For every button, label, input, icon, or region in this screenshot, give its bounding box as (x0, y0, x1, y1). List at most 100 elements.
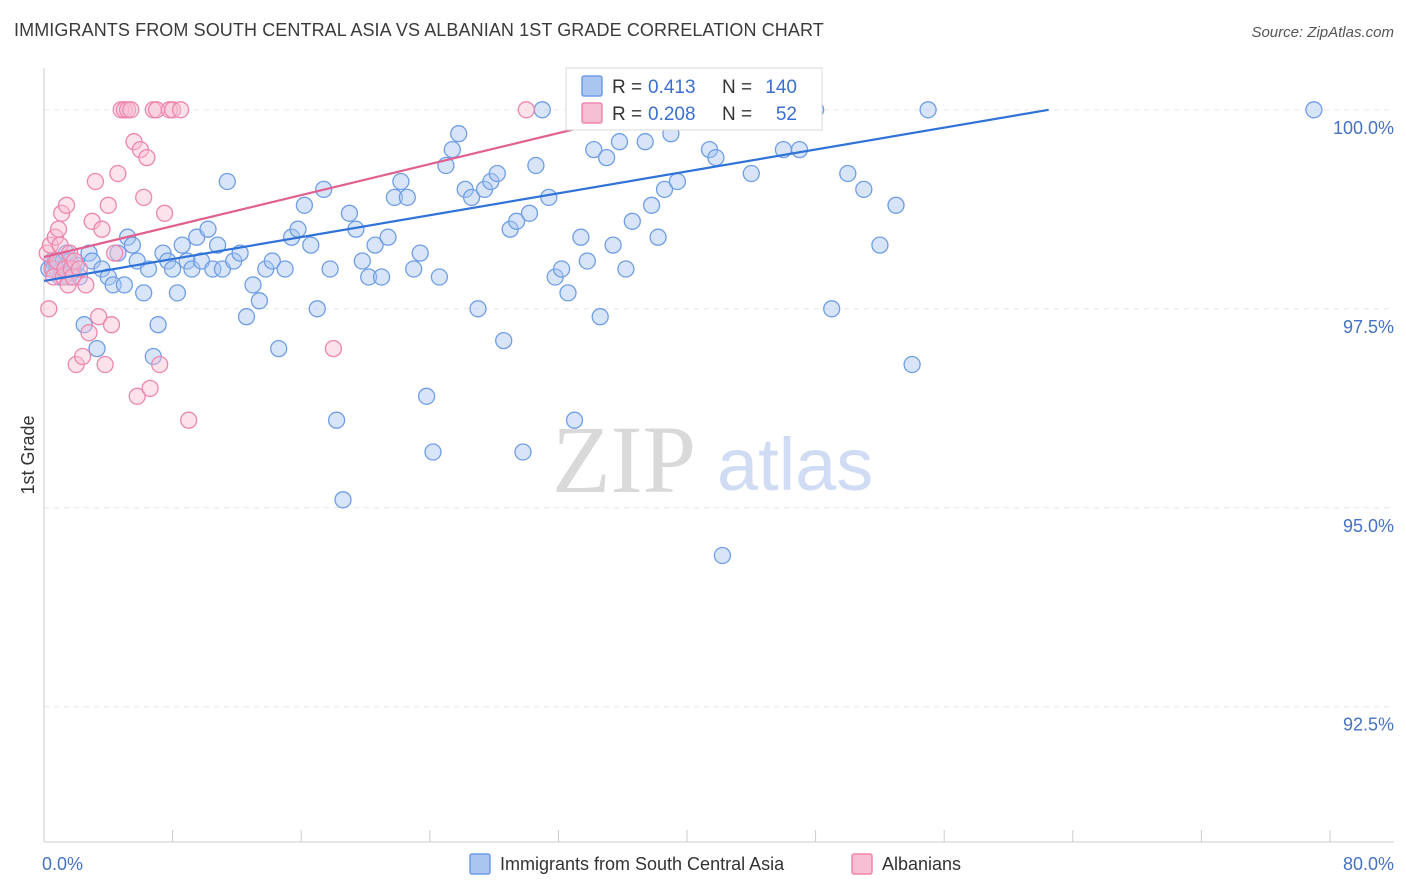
point-immigrants (321, 260, 339, 278)
point-albanians (109, 164, 127, 183)
point-albanians (102, 316, 121, 334)
point-immigrants (462, 188, 481, 207)
point-immigrants (88, 339, 106, 358)
point-immigrants (636, 133, 654, 151)
point-albanians (151, 355, 169, 374)
point-immigrants (871, 236, 889, 254)
point-immigrants (742, 164, 760, 183)
legend-swatch-albanians (851, 853, 873, 875)
trend-line-albanians (43, 108, 656, 259)
legend-swatch-immigrants (469, 853, 491, 875)
point-immigrants (514, 443, 532, 461)
point-immigrants (379, 228, 397, 246)
y-tick-label: 92.5% (1343, 715, 1394, 735)
point-albanians (171, 101, 190, 119)
watermark-zip: ZIP (552, 406, 696, 513)
x-tick-label: 80.0% (1343, 854, 1394, 874)
stats-r-label-pink: R = (612, 104, 642, 125)
y-axis-title: 1st Grade (18, 415, 38, 494)
stats-r-value-pink: 0.208 (648, 104, 696, 125)
point-immigrants (713, 546, 732, 565)
point-immigrants (655, 180, 674, 199)
point-immigrants (289, 220, 307, 238)
stats-n-value-pink: 52 (776, 104, 797, 125)
point-immigrants (469, 300, 487, 318)
stats-legend: R = 0.413 N = 140 R = 0.208 N = 52 (565, 67, 823, 131)
point-albanians (57, 196, 76, 214)
point-albanians (93, 220, 111, 238)
point-immigrants (276, 260, 294, 278)
point-albanians (122, 101, 140, 119)
trend-line-immigrants (43, 108, 1049, 283)
point-immigrants (398, 188, 416, 207)
point-immigrants (527, 156, 545, 175)
point-immigrants (244, 276, 262, 294)
stats-swatch-blue (581, 75, 603, 97)
point-albanians (138, 148, 156, 167)
point-immigrants (578, 252, 596, 270)
point-immigrants (540, 188, 558, 207)
legend-label-immigrants: Immigrants from South Central Asia (500, 854, 785, 874)
point-immigrants (443, 140, 461, 159)
point-immigrants (488, 164, 506, 183)
point-immigrants (115, 276, 134, 294)
stats-n-value-blue: 140 (765, 77, 797, 98)
point-immigrants (263, 252, 281, 270)
point-immigrants (495, 331, 513, 350)
point-immigrants (919, 101, 937, 119)
point-immigrants (411, 244, 429, 262)
point-immigrants (450, 125, 468, 143)
source-credit: Source: ZipAtlas.com (1251, 24, 1394, 41)
point-immigrants (163, 260, 182, 278)
point-immigrants (591, 308, 609, 326)
stats-r-value-blue: 0.413 (648, 77, 696, 98)
gridlines (44, 109, 1390, 708)
point-albanians (180, 411, 198, 429)
point-albanians (106, 244, 124, 262)
point-immigrants (668, 172, 687, 191)
point-albanians (70, 260, 89, 278)
point-immigrants (327, 411, 346, 429)
point-albanians (86, 172, 105, 191)
point-immigrants (353, 252, 371, 270)
point-immigrants (823, 300, 841, 318)
point-immigrants (649, 228, 667, 246)
point-albanians (77, 276, 95, 294)
legend-label-albanians: Albanians (882, 854, 961, 874)
point-albanians (155, 204, 174, 222)
point-immigrants (1305, 101, 1323, 119)
point-immigrants (610, 133, 629, 151)
point-albanians (135, 188, 153, 207)
point-albanians (80, 324, 98, 342)
point-immigrants (123, 236, 142, 254)
x-tick-label: 0.0% (42, 854, 83, 874)
point-albanians (73, 347, 92, 366)
point-albanians (49, 220, 68, 238)
point-albanians (141, 379, 159, 398)
point-immigrants (604, 236, 622, 254)
watermark-atlas: atlas (717, 423, 873, 506)
point-immigrants (405, 260, 423, 278)
point-immigrants (642, 196, 661, 214)
point-albanians (40, 300, 58, 318)
point-immigrants (360, 268, 378, 286)
stats-swatch-pink (581, 102, 603, 124)
point-immigrants (308, 300, 326, 318)
point-immigrants (302, 236, 320, 254)
point-immigrants (237, 308, 256, 326)
point-immigrants (385, 188, 404, 207)
point-immigrants (585, 140, 603, 159)
point-immigrants (295, 196, 314, 214)
point-immigrants (572, 228, 590, 246)
point-immigrants (507, 212, 526, 230)
point-immigrants (199, 220, 217, 238)
point-immigrants (340, 204, 359, 222)
point-albanians (99, 196, 117, 214)
point-immigrants (623, 212, 641, 230)
y-tick-label: 100.0% (1333, 118, 1394, 138)
point-immigrants (430, 268, 449, 286)
point-immigrants (790, 140, 809, 159)
point-immigrants (552, 260, 571, 278)
point-immigrants (424, 443, 442, 461)
